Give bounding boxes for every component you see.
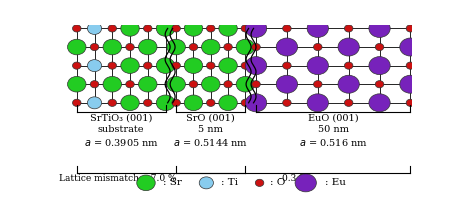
- Ellipse shape: [189, 43, 198, 51]
- Ellipse shape: [189, 81, 198, 88]
- Ellipse shape: [344, 25, 353, 32]
- Ellipse shape: [207, 25, 215, 32]
- Ellipse shape: [67, 76, 86, 92]
- Ellipse shape: [344, 62, 353, 69]
- Ellipse shape: [87, 60, 102, 72]
- Ellipse shape: [245, 94, 267, 112]
- Ellipse shape: [307, 57, 328, 75]
- Text: Lattice mismatch : -7.0 %: Lattice mismatch : -7.0 %: [59, 174, 177, 183]
- Ellipse shape: [252, 43, 260, 51]
- Ellipse shape: [406, 99, 414, 106]
- Ellipse shape: [241, 62, 250, 69]
- Ellipse shape: [121, 21, 139, 36]
- Ellipse shape: [172, 62, 180, 69]
- Ellipse shape: [137, 175, 155, 191]
- Ellipse shape: [184, 58, 203, 74]
- Text: : Sr: : Sr: [164, 178, 182, 187]
- Ellipse shape: [338, 75, 360, 93]
- Ellipse shape: [202, 39, 220, 55]
- Ellipse shape: [156, 21, 175, 36]
- Ellipse shape: [369, 57, 390, 75]
- Ellipse shape: [224, 81, 232, 88]
- Ellipse shape: [143, 99, 152, 106]
- Ellipse shape: [121, 95, 139, 111]
- Ellipse shape: [314, 81, 322, 88]
- Ellipse shape: [245, 20, 267, 37]
- Ellipse shape: [375, 43, 384, 51]
- Ellipse shape: [199, 177, 213, 189]
- Ellipse shape: [167, 39, 185, 55]
- Ellipse shape: [295, 174, 316, 192]
- Ellipse shape: [207, 62, 215, 69]
- Ellipse shape: [224, 43, 232, 51]
- Ellipse shape: [207, 99, 215, 106]
- Ellipse shape: [241, 25, 250, 32]
- Ellipse shape: [338, 38, 360, 56]
- Ellipse shape: [87, 22, 102, 34]
- Ellipse shape: [126, 43, 134, 51]
- Ellipse shape: [126, 81, 134, 88]
- Text: : O: : O: [269, 178, 285, 187]
- Text: SrO (001)
5 nm
$a$ = 0.5144 nm: SrO (001) 5 nm $a$ = 0.5144 nm: [173, 113, 248, 148]
- Ellipse shape: [375, 81, 384, 88]
- Ellipse shape: [67, 39, 86, 55]
- Ellipse shape: [108, 62, 116, 69]
- Ellipse shape: [108, 99, 116, 106]
- Ellipse shape: [103, 39, 121, 55]
- Ellipse shape: [90, 81, 99, 88]
- Ellipse shape: [307, 20, 328, 37]
- Ellipse shape: [276, 38, 298, 56]
- Ellipse shape: [276, 75, 298, 93]
- Ellipse shape: [167, 76, 185, 92]
- Ellipse shape: [184, 21, 203, 36]
- Ellipse shape: [369, 94, 390, 112]
- Ellipse shape: [369, 20, 390, 37]
- Ellipse shape: [307, 94, 328, 112]
- Ellipse shape: [236, 76, 255, 92]
- Ellipse shape: [202, 76, 220, 92]
- Ellipse shape: [219, 21, 237, 36]
- Ellipse shape: [143, 62, 152, 69]
- Ellipse shape: [241, 99, 250, 106]
- Ellipse shape: [72, 62, 81, 69]
- Ellipse shape: [406, 62, 414, 69]
- Ellipse shape: [156, 95, 175, 111]
- Ellipse shape: [138, 39, 157, 55]
- Ellipse shape: [156, 58, 175, 74]
- Text: : Ti: : Ti: [220, 178, 238, 187]
- Text: : Eu: : Eu: [325, 178, 346, 187]
- Ellipse shape: [90, 43, 99, 51]
- Ellipse shape: [72, 99, 81, 106]
- Text: -0.3 %: -0.3 %: [279, 174, 308, 183]
- Ellipse shape: [172, 25, 180, 32]
- Ellipse shape: [103, 76, 121, 92]
- Ellipse shape: [87, 97, 102, 109]
- Ellipse shape: [400, 75, 421, 93]
- Ellipse shape: [143, 25, 152, 32]
- Ellipse shape: [314, 43, 322, 51]
- Ellipse shape: [72, 25, 81, 32]
- Ellipse shape: [219, 95, 237, 111]
- Ellipse shape: [400, 38, 421, 56]
- Text: SrTiO₃ (001)
substrate
$a$ = 0.3905 nm: SrTiO₃ (001) substrate $a$ = 0.3905 nm: [84, 113, 158, 148]
- Ellipse shape: [138, 76, 157, 92]
- Ellipse shape: [283, 62, 291, 69]
- Ellipse shape: [121, 58, 139, 74]
- Ellipse shape: [172, 99, 180, 106]
- Ellipse shape: [219, 58, 237, 74]
- Ellipse shape: [108, 25, 116, 32]
- Ellipse shape: [236, 39, 255, 55]
- Ellipse shape: [344, 99, 353, 106]
- Ellipse shape: [252, 81, 260, 88]
- Ellipse shape: [283, 25, 291, 32]
- Ellipse shape: [184, 95, 203, 111]
- Ellipse shape: [245, 57, 267, 75]
- Ellipse shape: [406, 25, 414, 32]
- Text: EuO (001)
50 nm
$a$ = 0.516 nm: EuO (001) 50 nm $a$ = 0.516 nm: [299, 113, 368, 148]
- Ellipse shape: [255, 179, 264, 186]
- Ellipse shape: [283, 99, 291, 106]
